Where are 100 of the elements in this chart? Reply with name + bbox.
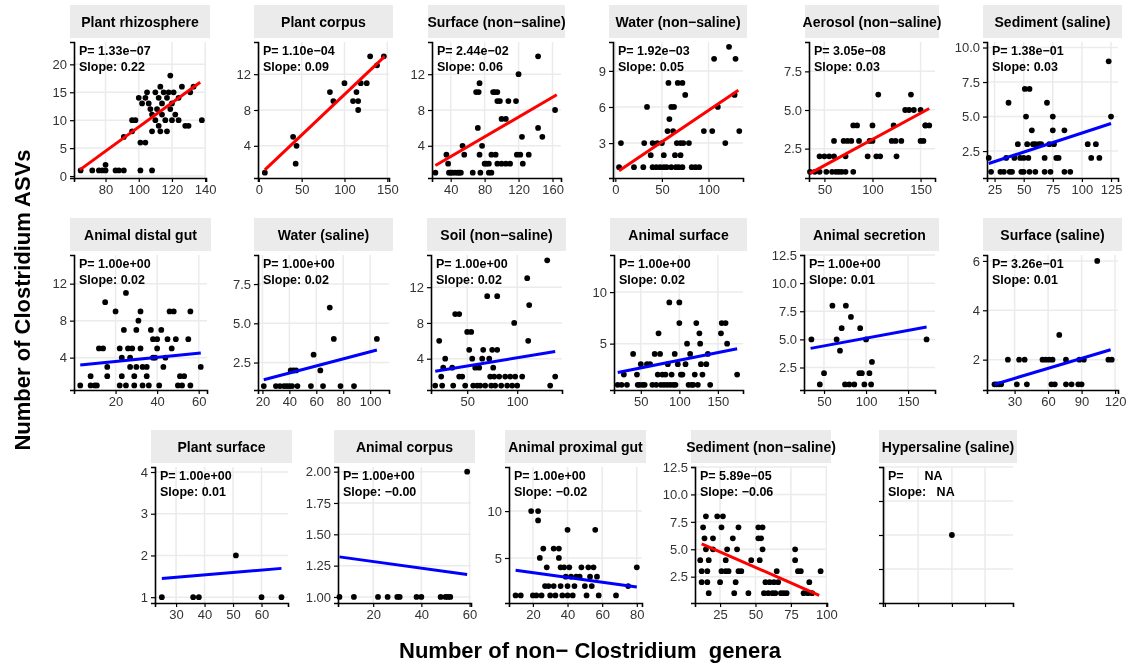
x-tick-label: 40 [560,607,576,623]
annotation: Slope: 0.05 [618,60,685,74]
text: Slope: NA [888,485,955,499]
y-tick-label: 12.5 [771,247,797,263]
annotation: Slope: 0.01 [992,273,1059,287]
chart-title: Animal corpus [355,439,454,455]
chart-title: Surface (non−saline) [427,14,566,30]
y-tick-label: 5.0 [783,102,802,118]
x-tick-label: 100 [669,394,691,410]
y-tick-label: 7.5 [778,303,797,319]
x-tick-label: 40 [282,394,298,410]
y-tick-label: 10.0 [771,275,797,291]
annotation: P= 1.00e+00 [809,257,881,271]
chart-title: Aerosol (non−saline) [802,14,942,30]
annotation: Slope: 0.02 [619,273,686,287]
y-tick-label: 5 [599,336,607,352]
annotation: P= 1.00e+00 [79,257,151,271]
chart-title: Water (saline) [277,227,370,243]
y-tick-label: 2.5 [778,360,797,376]
x-tick-label: 60 [1041,394,1056,410]
y-tick-label: 5.0 [778,332,797,348]
x-tick-label: 20 [108,394,124,410]
x-tick-label: 20 [366,607,381,623]
y-tick-label: 10.0 [662,487,688,503]
y-tick-label: 12 [410,66,425,82]
x-tick-label: 60 [254,607,270,623]
y-tick-label: 10 [52,112,67,128]
x-tick-label: 40 [443,182,459,198]
x-tick-label: 30 [169,607,184,623]
x-tick-label: 150 [707,394,730,410]
chart-title: Sediment (non−saline) [686,439,836,455]
annotation: Slope: 0.06 [437,60,504,74]
x-tick-label: 100 [855,394,878,410]
annotation: P= 1.38e−01 [992,44,1064,58]
y-tick-label: 12 [236,66,251,82]
annotation: P= 1.33e−07 [79,44,151,58]
y-tick-label: 12 [409,279,424,295]
y-tick-label: 8 [416,315,424,331]
y-tick-label: 2.5 [232,355,251,371]
y-tick-label: 10.0 [954,40,980,56]
y-tick-label: 10 [592,284,607,300]
annotation: Slope: 0.02 [79,273,146,287]
annotation: P= 1.00e+00 [343,469,415,483]
y-tick-label: 3 [140,506,148,522]
x-tick-label: 50 [1016,182,1032,198]
x-tick-label: 0 [612,182,620,198]
x-tick-label: 120 [508,182,530,198]
x-tick-label: 40 [414,607,430,623]
y-tick-label: 2.5 [783,141,802,157]
x-tick-label: 90 [1074,394,1090,410]
chart-title: Soil (non−saline) [440,227,553,243]
annotation: P= 5.89e−05 [700,469,772,483]
x-tick-label: 100 [359,394,382,410]
x-tick-label: 150 [897,394,920,410]
x-tick-label: 50 [748,607,764,623]
annotation: P= 1.10e−04 [263,44,335,58]
x-tick-label: 120 [1104,394,1127,410]
x-tick-label: 50 [634,394,649,410]
annotation: Slope: −0.02 [514,485,588,499]
x-tick-label: 20 [255,394,271,410]
y-tick-label: 4 [417,138,425,154]
chart-title: Animal secretion [813,227,926,243]
annotation: Slope: −0.06 [700,485,774,499]
x-tick-label: 20 [526,607,541,623]
y-tick-label: 1.25 [305,558,331,574]
x-tick-label: 30 [1007,394,1023,410]
x-tick-label: 50 [294,182,310,198]
annotation: P= 1.00e+00 [160,469,232,483]
y-tick-label: 8 [59,313,67,329]
y-tick-label: 8 [243,102,251,118]
x-tick-label: 50 [655,182,670,198]
y-tick-label: 4 [416,351,424,367]
x-tick-label: 150 [910,182,932,198]
x-tick-label: 60 [309,394,325,410]
annotation: Slope: −0.00 [343,485,417,499]
y-tick-label: 5.0 [669,541,688,557]
x-tick-label: 75 [1046,182,1061,198]
x-tick-label: 80 [477,182,493,198]
chart-title: Animal surface [628,227,729,243]
y-tick-label: 3 [598,135,606,151]
x-tick-label: 25 [987,182,1003,198]
y-tick-label: 1.50 [305,526,331,542]
chart-title: Plant surface [177,439,266,455]
y-tick-label: 2.5 [961,143,980,159]
x-tick-label: 75 [784,607,799,623]
annotation: Slope: 0.03 [814,60,881,74]
y-tick-label: 2.00 [305,464,331,480]
y-tick-label: 1 [140,589,148,605]
x-tick-label: 100 [334,182,356,198]
y-tick-label: 8 [417,102,425,118]
y-tick-label: 6 [972,253,980,269]
x-tick-label: 40 [197,607,213,623]
chart-title: Plant corpus [281,14,367,30]
annotation: Slope: 0.01 [809,273,876,287]
x-tick-label: 100 [862,182,884,198]
chart-title: Sediment (saline) [994,14,1111,30]
annotation: Slope: 0.02 [436,273,503,287]
y-tick-label: 4 [972,302,980,318]
x-tick-label: 100 [815,607,838,623]
y-tick-label: 7.5 [232,276,251,292]
